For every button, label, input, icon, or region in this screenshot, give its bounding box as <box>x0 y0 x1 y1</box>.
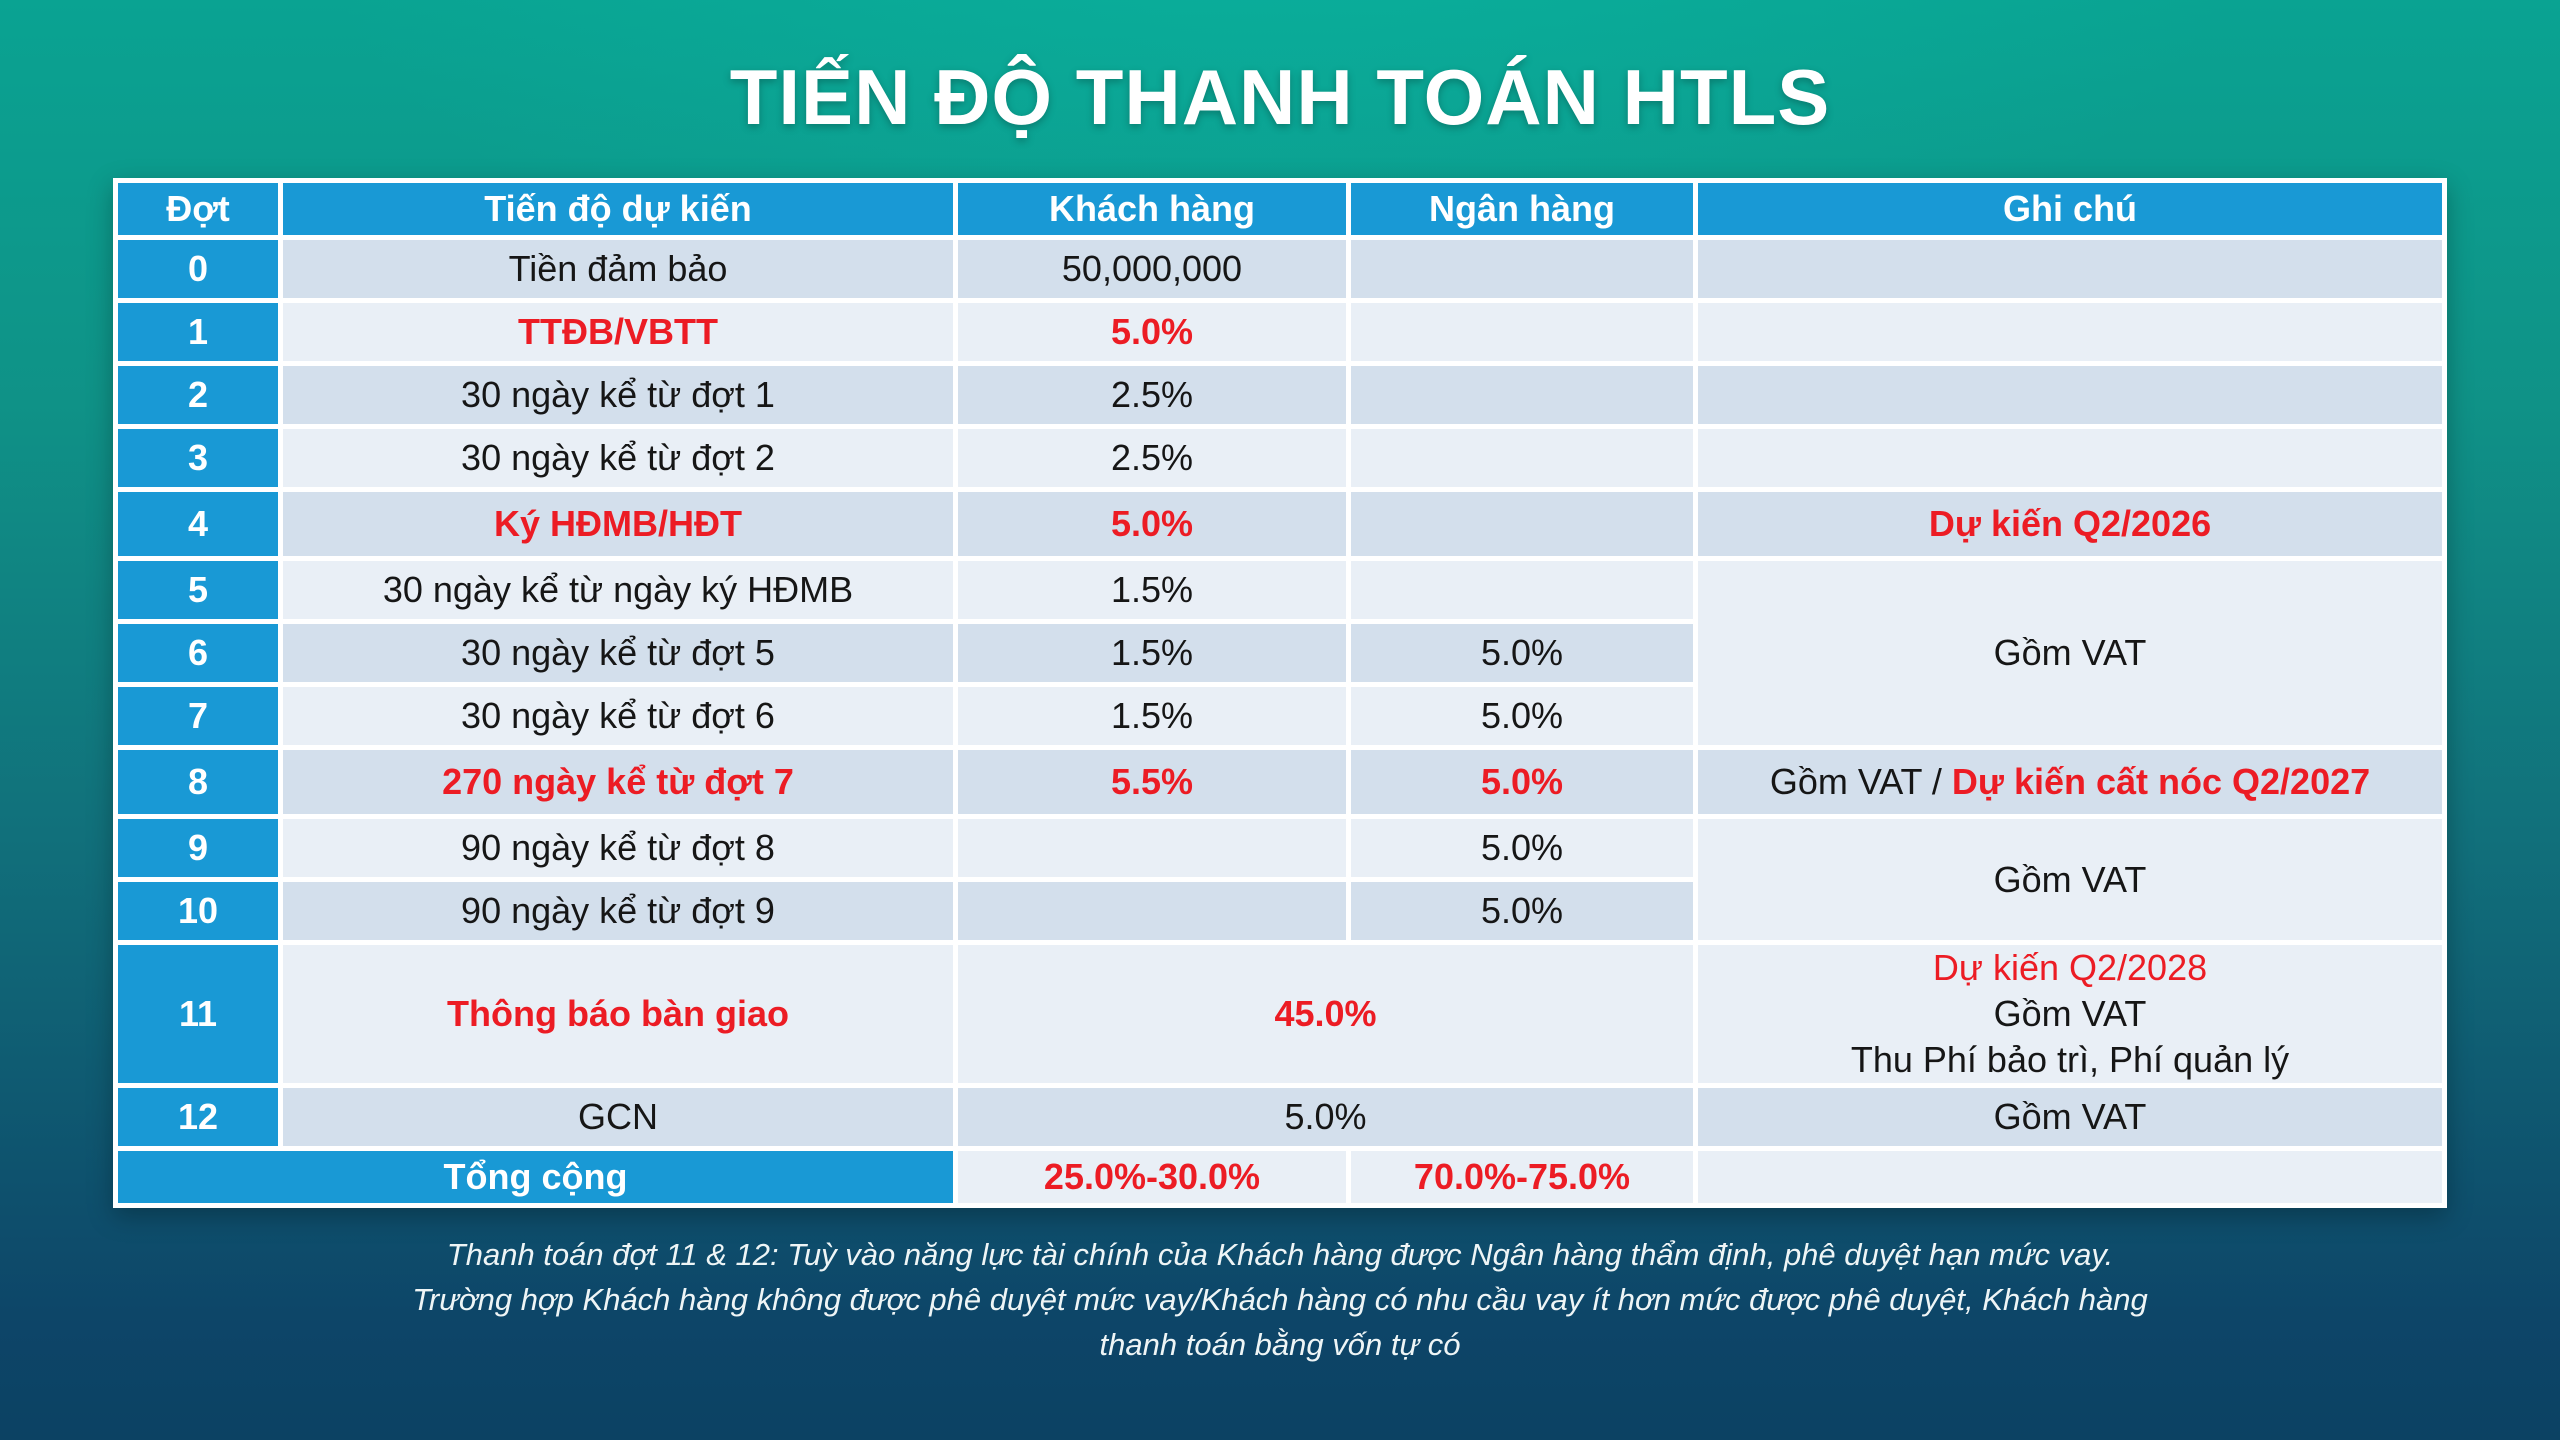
row6-dot: 6 <box>118 624 278 682</box>
total-ghichu <box>1698 1151 2442 1203</box>
row10-ngan: 5.0% <box>1351 882 1693 940</box>
row10-tiendo: 90 ngày kể từ đợt 9 <box>283 882 953 940</box>
footnote-line3: thanh toán bằng vốn tự có <box>1099 1327 1461 1362</box>
row6-tiendo: 30 ngày kể từ đợt 5 <box>283 624 953 682</box>
row11-tiendo: Thông báo bàn giao <box>283 945 953 1083</box>
col-header-nganhang: Ngân hàng <box>1351 183 1693 235</box>
table-row: 3 30 ngày kể từ đợt 2 2.5% <box>118 429 2442 487</box>
row7-tiendo: 30 ngày kể từ đợt 6 <box>283 687 953 745</box>
row11-ghichu-line1: Dự kiến Q2/2028 <box>1932 947 2208 988</box>
total-ngan: 70.0%-75.0% <box>1351 1151 1693 1203</box>
row1-ghichu <box>1698 303 2442 361</box>
table-row: 11 Thông báo bàn giao 45.0% Dự kiến Q2/2… <box>118 945 2442 1083</box>
row12-dot: 12 <box>118 1088 278 1146</box>
row5-tiendo: 30 ngày kể từ ngày ký HĐMB <box>283 561 953 619</box>
row9-dot: 9 <box>118 819 278 877</box>
row11-merged-payment: 45.0% <box>958 945 1693 1083</box>
row4-ngan <box>1351 492 1693 556</box>
row11-ghichu-line3: Thu Phí bảo trì, Phí quản lý <box>1850 1039 2290 1080</box>
row9-ngan: 5.0% <box>1351 819 1693 877</box>
row8-tiendo: 270 ngày kể từ đợt 7 <box>283 750 953 814</box>
row3-tiendo: 30 ngày kể từ đợt 2 <box>283 429 953 487</box>
row11-ghichu: Dự kiến Q2/2028 Gồm VAT Thu Phí bảo trì,… <box>1698 945 2442 1083</box>
row3-ngan <box>1351 429 1693 487</box>
row1-tiendo: TTĐB/VBTT <box>283 303 953 361</box>
row9-khach <box>958 819 1346 877</box>
row12-ghichu: Gồm VAT <box>1698 1088 2442 1146</box>
row5-ngan <box>1351 561 1693 619</box>
row4-khach: 5.0% <box>958 492 1346 556</box>
row1-ngan <box>1351 303 1693 361</box>
col-header-dot: Đợt <box>118 183 278 235</box>
table-row: 5 30 ngày kể từ ngày ký HĐMB 1.5% Gồm VA… <box>118 561 2442 745</box>
row0-tiendo: Tiền đảm bảo <box>283 240 953 298</box>
row8-ghichu-red: Dự kiến cất nóc Q2/2027 <box>1951 761 2371 802</box>
row3-dot: 3 <box>118 429 278 487</box>
col-header-tiendo: Tiến độ dự kiến <box>283 183 953 235</box>
row0-ngan <box>1351 240 1693 298</box>
total-row: Tổng cộng 25.0%-30.0% 70.0%-75.0% <box>118 1151 2442 1203</box>
row8-dot: 8 <box>118 750 278 814</box>
row7-dot: 7 <box>118 687 278 745</box>
col-header-khachhang: Khách hàng <box>958 183 1346 235</box>
row2-ghichu <box>1698 366 2442 424</box>
ghichu-span-rows9-10: Gồm VAT <box>1698 819 2442 940</box>
footnote-line1: Thanh toán đợt 11 & 12: Tuỳ vào năng lực… <box>446 1237 2114 1272</box>
table-row: 12 GCN 5.0% Gồm VAT <box>118 1088 2442 1146</box>
row1-dot: 1 <box>118 303 278 361</box>
payment-table: Đợt Tiến độ dự kiến Khách hàng Ngân hàng… <box>113 178 2447 1208</box>
ghichu-span-rows5-7: Gồm VAT <box>1698 561 2442 745</box>
row8-ghichu: Gồm VAT / Dự kiến cất nóc Q2/2027 <box>1698 750 2442 814</box>
row2-dot: 2 <box>118 366 278 424</box>
row4-ghichu: Dự kiến Q2/2026 <box>1698 492 2442 556</box>
row9-tiendo: 90 ngày kể từ đợt 8 <box>283 819 953 877</box>
row5-dot: 5 <box>118 561 278 619</box>
row8-khach: 5.5% <box>958 750 1346 814</box>
row2-tiendo: 30 ngày kể từ đợt 1 <box>283 366 953 424</box>
table-row: 10 90 ngày kể từ đợt 9 5.0% <box>118 882 2442 940</box>
table-row: 4 Ký HĐMB/HĐT 5.0% Dự kiến Q2/2026 <box>118 492 2442 556</box>
row2-ngan <box>1351 366 1693 424</box>
row12-tiendo: GCN <box>283 1088 953 1146</box>
table-row: 7 30 ngày kể từ đợt 6 1.5% 5.0% <box>118 687 2442 745</box>
row6-ngan: 5.0% <box>1351 624 1693 682</box>
col-header-ghichu: Ghi chú <box>1698 183 2442 235</box>
row8-ghichu-plain: Gồm VAT / <box>1769 761 1952 802</box>
header-row: Đợt Tiến độ dự kiến Khách hàng Ngân hàng… <box>118 183 2442 235</box>
row10-khach <box>958 882 1346 940</box>
table-row: 8 270 ngày kể từ đợt 7 5.5% 5.0% Gồm VAT… <box>118 750 2442 814</box>
row4-tiendo: Ký HĐMB/HĐT <box>283 492 953 556</box>
row4-dot: 4 <box>118 492 278 556</box>
footnote-line2: Trường hợp Khách hàng không được phê duy… <box>412 1282 2148 1317</box>
row8-ngan: 5.0% <box>1351 750 1693 814</box>
row2-khach: 2.5% <box>958 366 1346 424</box>
footnote: Thanh toán đợt 11 & 12: Tuỳ vào năng lực… <box>0 1232 2560 1367</box>
row10-dot: 10 <box>118 882 278 940</box>
total-label: Tổng cộng <box>118 1151 953 1203</box>
table-row: 2 30 ngày kể từ đợt 1 2.5% <box>118 366 2442 424</box>
payment-schedule-table: Đợt Tiến độ dự kiến Khách hàng Ngân hàng… <box>113 178 2447 1208</box>
row0-dot: 0 <box>118 240 278 298</box>
row0-khach: 50,000,000 <box>958 240 1346 298</box>
page-title: TIẾN ĐỘ THANH TOÁN HTLS <box>729 53 1831 141</box>
table-row: 0 Tiền đảm bảo 50,000,000 <box>118 240 2442 298</box>
row1-khach: 5.0% <box>958 303 1346 361</box>
table-row: 9 90 ngày kể từ đợt 8 5.0% Gồm VAT <box>118 819 2442 940</box>
row11-ghichu-line2: Gồm VAT <box>1993 993 2147 1034</box>
row3-ghichu <box>1698 429 2442 487</box>
row0-ghichu <box>1698 240 2442 298</box>
row7-ngan: 5.0% <box>1351 687 1693 745</box>
row12-merged-payment: 5.0% <box>958 1088 1693 1146</box>
row5-khach: 1.5% <box>958 561 1346 619</box>
total-khach: 25.0%-30.0% <box>958 1151 1346 1203</box>
row11-dot: 11 <box>118 945 278 1083</box>
row6-khach: 1.5% <box>958 624 1346 682</box>
row7-khach: 1.5% <box>958 687 1346 745</box>
table-row: 6 30 ngày kể từ đợt 5 1.5% 5.0% <box>118 624 2442 682</box>
table-row: 1 TTĐB/VBTT 5.0% <box>118 303 2442 361</box>
row3-khach: 2.5% <box>958 429 1346 487</box>
